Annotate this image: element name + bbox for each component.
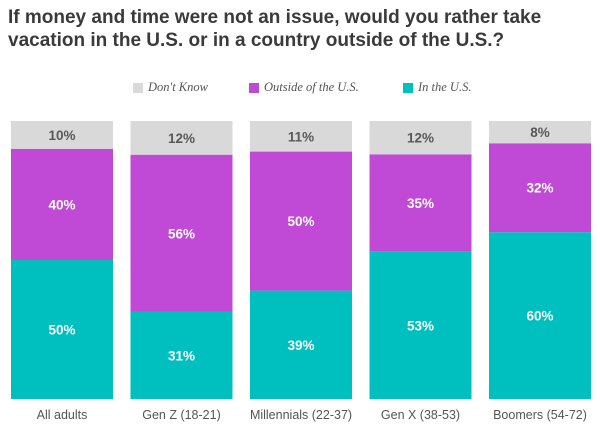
legend-item-outside: Outside of the U.S. [249,80,359,95]
bar-don-t-know-millennials-22-37 [250,121,352,152]
bar-in-the-u-s-millennials-22-37 [250,290,352,399]
data-label-don-t-know-gen-z-18-21: 12% [168,131,195,146]
legend-swatch-in-us [403,82,413,93]
category-label-gen-x-38-53: Gen X (38-53) [381,408,460,422]
data-label-outside-of-the-u-s-gen-z-18-21: 56% [168,226,195,241]
legend-swatch-outside [249,82,259,93]
category-label-all-adults: All adults [37,408,88,422]
bar-in-the-u-s-gen-z-18-21 [130,311,233,399]
data-label-in-the-u-s-gen-x-38-53: 53% [407,318,434,333]
bar-don-t-know-gen-x-38-53 [369,121,472,155]
category-label-gen-z-18-21: Gen Z (18-21) [142,408,221,422]
data-label-in-the-u-s-all-adults: 50% [48,323,75,338]
data-label-in-the-u-s-millennials-22-37: 39% [287,338,314,353]
bar-don-t-know-all-adults [11,121,113,149]
chart-title: If money and time were not an issue, wou… [8,7,542,51]
data-label-outside-of-the-u-s-boomers-54-72: 32% [526,181,553,196]
bar-don-t-know-boomers-54-72 [489,121,591,144]
bar-outside-of-the-u-s-all-adults [11,148,113,260]
data-label-don-t-know-gen-x-38-53: 12% [407,131,434,146]
legend-label-dont-know: Don't Know [148,80,208,94]
bar-don-t-know-gen-z-18-21 [130,121,233,155]
bar-outside-of-the-u-s-gen-z-18-21 [130,154,233,312]
bar-in-the-u-s-all-adults [11,260,113,399]
data-label-don-t-know-millennials-22-37: 11% [288,129,314,144]
bar-outside-of-the-u-s-millennials-22-37 [250,151,352,291]
legend-item-dont-know: Don't Know [133,80,208,95]
data-label-outside-of-the-u-s-gen-x-38-53: 35% [407,196,434,211]
data-label-in-the-u-s-boomers-54-72: 60% [526,309,553,324]
data-label-in-the-u-s-gen-z-18-21: 31% [168,348,195,363]
legend-swatch-dont-know [133,82,143,93]
data-label-don-t-know-boomers-54-72: 8% [530,125,550,140]
bar-in-the-u-s-boomers-54-72 [489,232,591,399]
bar-outside-of-the-u-s-gen-x-38-53 [369,154,472,252]
category-label-boomers-54-72: Boomers (54-72) [493,408,587,422]
data-label-don-t-know-all-adults: 10% [48,128,75,143]
legend: Don't Know Outside of the U.S. In the U.… [0,80,600,98]
legend-item-in-us: In the U.S. [403,80,471,95]
legend-label-outside: Outside of the U.S. [264,80,359,94]
bar-in-the-u-s-gen-x-38-53 [369,251,472,399]
category-label-millennials-22-37: Millennials (22-37) [250,408,352,422]
data-label-outside-of-the-u-s-all-adults: 40% [48,197,75,212]
bar-outside-of-the-u-s-boomers-54-72 [489,143,591,233]
data-label-outside-of-the-u-s-millennials-22-37: 50% [287,214,314,229]
legend-label-in-us: In the U.S. [418,80,472,94]
